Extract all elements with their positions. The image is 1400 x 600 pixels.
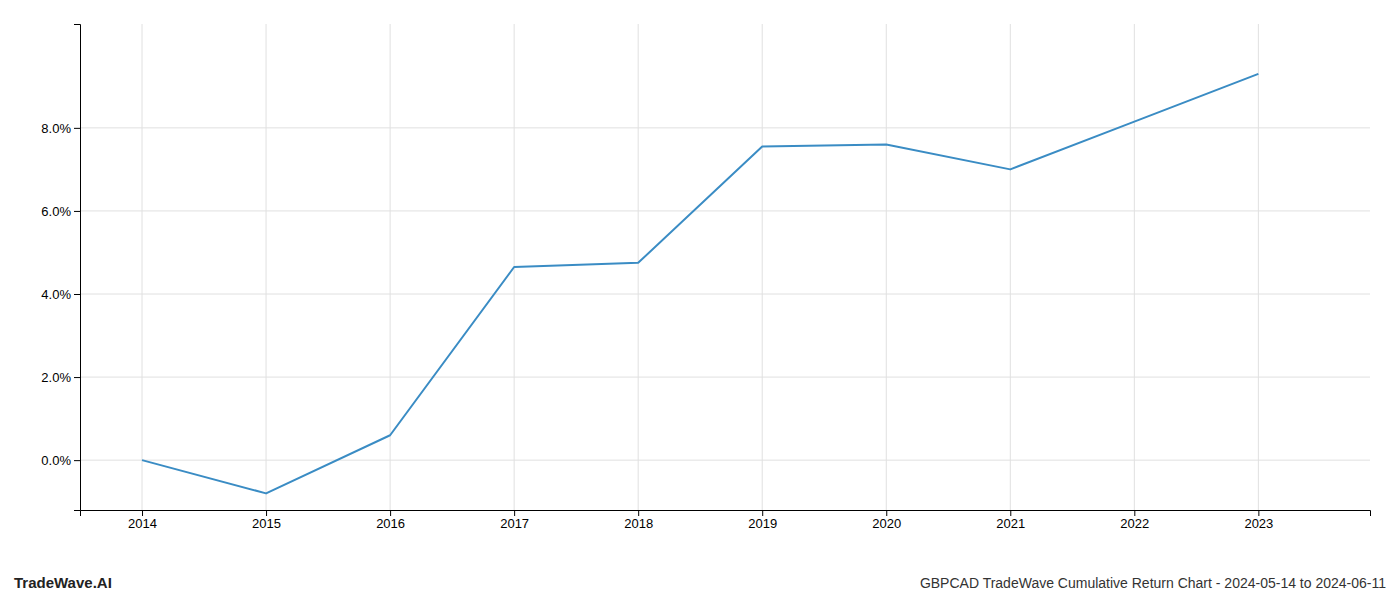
y-tick-mark xyxy=(74,128,80,129)
plot-area xyxy=(142,74,1258,494)
x-tick-label: 2014 xyxy=(128,516,157,531)
y-tick: 6.0% xyxy=(41,204,80,219)
x-tick-label: 2020 xyxy=(872,516,901,531)
x-tick-mark xyxy=(390,510,391,516)
grid-line-y xyxy=(80,294,1370,295)
x-tick-mark xyxy=(1010,510,1011,516)
y-tick-label: 8.0% xyxy=(41,121,71,136)
y-tick-mark xyxy=(74,460,80,461)
title: GBPCAD TradeWave Cumulative Return Chart… xyxy=(920,575,1386,591)
grid xyxy=(80,24,1370,510)
y-tick-label: 2.0% xyxy=(41,370,71,385)
grid-line-x xyxy=(1010,24,1011,510)
y-tick: 2.0% xyxy=(41,370,80,385)
grid-line-x xyxy=(762,24,763,510)
x-axis-line xyxy=(81,511,1371,517)
x-tick-label: 2019 xyxy=(748,516,777,531)
grid-line-x xyxy=(142,24,143,510)
y-tick-label: 4.0% xyxy=(41,287,71,302)
x-tick-mark xyxy=(1258,510,1259,516)
grid-line-y xyxy=(80,210,1370,211)
y-tick-label: 6.0% xyxy=(41,204,71,219)
y-tick: 8.0% xyxy=(41,121,80,136)
x-tick-label: 2016 xyxy=(376,516,405,531)
y-tick: 4.0% xyxy=(41,287,80,302)
x-tick: 2021 xyxy=(996,510,1025,531)
y-tick-mark xyxy=(74,377,80,378)
x-tick: 2023 xyxy=(1244,510,1273,531)
x-tick: 2020 xyxy=(872,510,901,531)
x-tick-label: 2023 xyxy=(1244,516,1273,531)
x-tick: 2022 xyxy=(1120,510,1149,531)
x-tick: 2018 xyxy=(624,510,653,531)
x-tick-label: 2017 xyxy=(500,516,529,531)
y-tick-mark xyxy=(74,211,80,212)
x-tick-mark xyxy=(886,510,887,516)
x-tick-label: 2015 xyxy=(252,516,281,531)
grid-line-y xyxy=(80,127,1370,128)
watermark: TradeWave.AI xyxy=(14,574,112,591)
grid-line-y xyxy=(80,377,1370,378)
x-tick: 2014 xyxy=(128,510,157,531)
x-tick: 2019 xyxy=(748,510,777,531)
chart: 2014 2015 2016 2017 2018 2019 2020 2021 2022 2023… xyxy=(0,0,1400,600)
x-tick-mark xyxy=(266,510,267,516)
x-tick-mark xyxy=(514,510,515,516)
x-tick: 2015 xyxy=(252,510,281,531)
grid-line-x xyxy=(390,24,391,510)
x-tick: 2017 xyxy=(500,510,529,531)
line xyxy=(142,74,1258,494)
x-tick-mark xyxy=(638,510,639,516)
grid-line-x xyxy=(1258,24,1259,510)
grid-line-y xyxy=(80,460,1370,461)
x-tick-label: 2018 xyxy=(624,516,653,531)
y-tick-label: 0.0% xyxy=(41,453,71,468)
y-tick-mark xyxy=(74,294,80,295)
x-tick: 2016 xyxy=(376,510,405,531)
y-tick: 0.0% xyxy=(41,453,80,468)
grid-line-x xyxy=(886,24,887,510)
x-axis: 2014 2015 2016 2017 2018 2019 2020 2021 2022 2023 xyxy=(81,510,1371,531)
x-tick-mark xyxy=(762,510,763,516)
y-axis-line xyxy=(74,25,81,511)
x-tick-mark xyxy=(1134,510,1135,516)
x-tick-mark xyxy=(142,510,143,516)
x-tick-label: 2021 xyxy=(996,516,1025,531)
grid-line-x xyxy=(1134,24,1135,510)
x-tick-label: 2022 xyxy=(1120,516,1149,531)
y-axis: 0.0% 2.0% 4.0% 6.0% 8.0% xyxy=(41,25,80,511)
grid-line-x xyxy=(638,24,639,510)
grid-line-x xyxy=(266,24,267,510)
